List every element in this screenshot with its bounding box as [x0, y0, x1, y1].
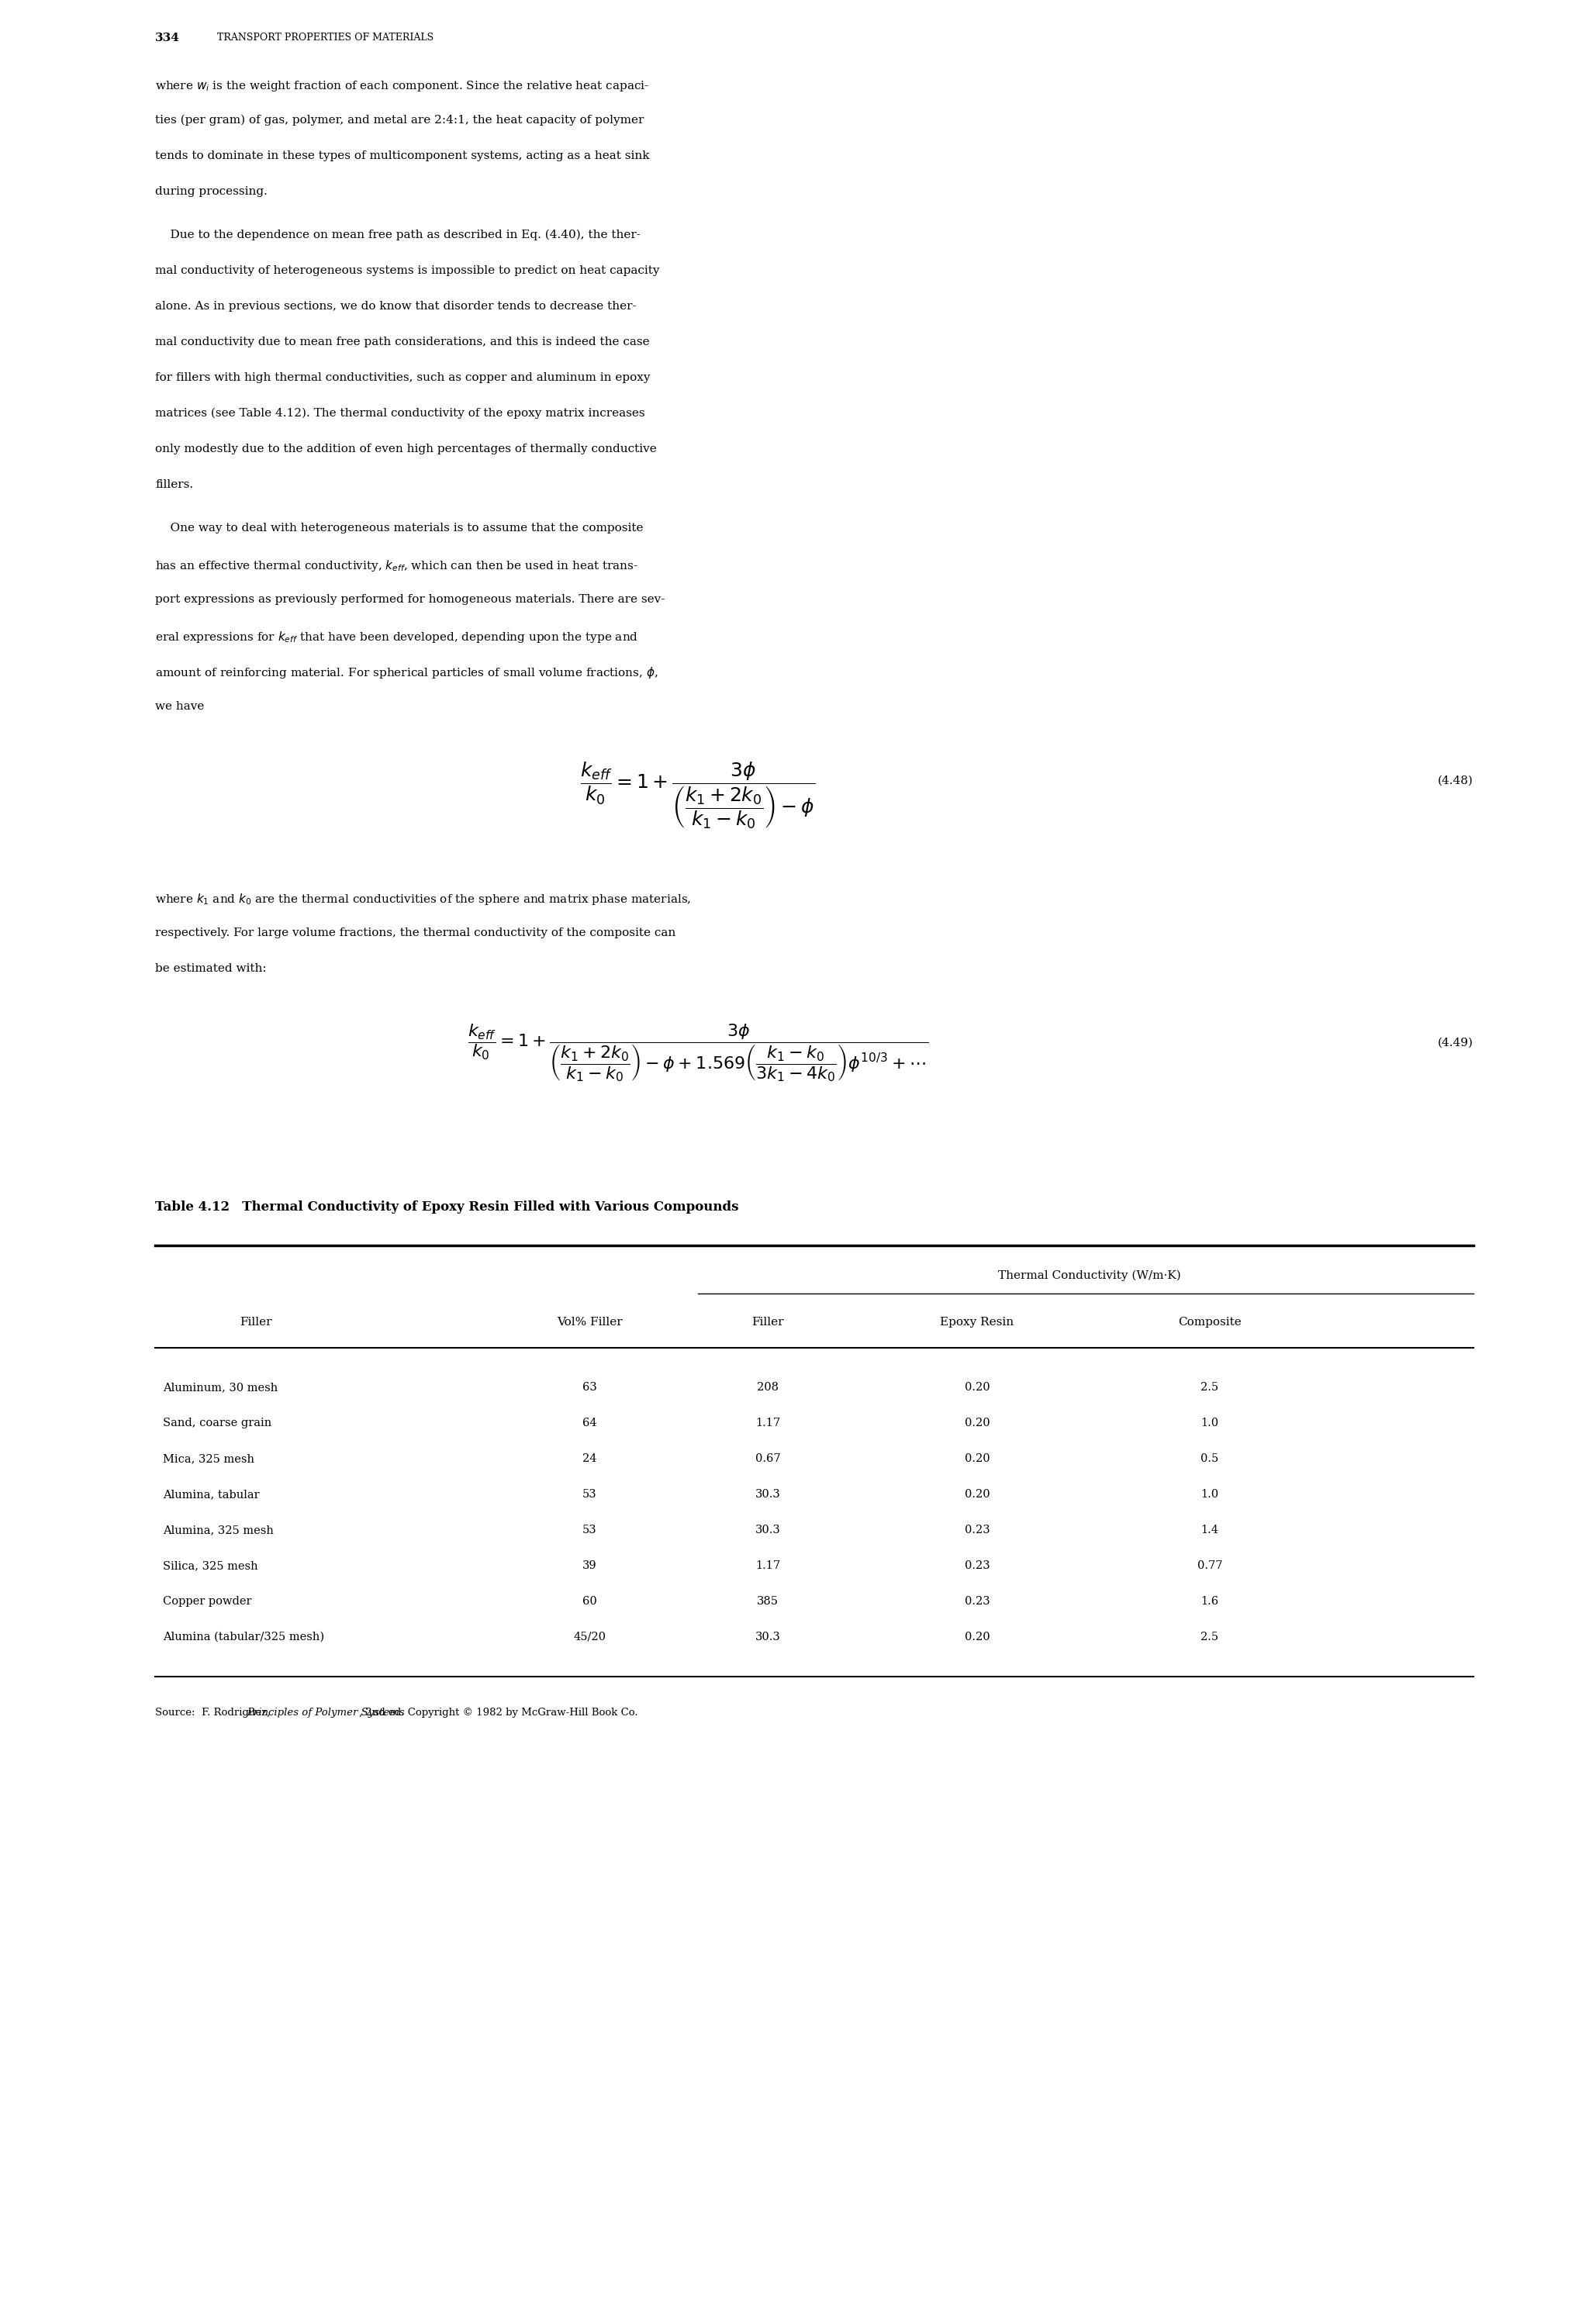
Text: 60: 60	[583, 1596, 597, 1608]
Text: 0.20: 0.20	[964, 1488, 990, 1500]
Text: $\dfrac{k_{eff}}{k_0} = 1 + \dfrac{3\phi}{\left(\dfrac{k_1 + 2k_0}{k_1 - k_0}\ri: $\dfrac{k_{eff}}{k_0} = 1 + \dfrac{3\phi…	[468, 1022, 929, 1084]
Text: $\dfrac{k_{eff}}{k_0} = 1 + \dfrac{3\phi}{\left(\dfrac{k_1 + 2k_0}{k_1 - k_0}\ri: $\dfrac{k_{eff}}{k_0} = 1 + \dfrac{3\phi…	[581, 760, 816, 832]
Text: matrices (see Table 4.12). The thermal conductivity of the epoxy matrix increase: matrices (see Table 4.12). The thermal c…	[155, 409, 645, 418]
Text: Source:  F. Rodriguez,: Source: F. Rodriguez,	[155, 1707, 273, 1718]
Text: Sand, coarse grain: Sand, coarse grain	[163, 1417, 271, 1429]
Text: tends to dominate in these types of multicomponent systems, acting as a heat sin: tends to dominate in these types of mult…	[155, 149, 650, 161]
Text: Thermal Conductivity of Epoxy Resin Filled with Various Compounds: Thermal Conductivity of Epoxy Resin Fill…	[228, 1201, 739, 1213]
Text: 0.23: 0.23	[964, 1596, 990, 1608]
Text: One way to deal with heterogeneous materials is to assume that the composite: One way to deal with heterogeneous mater…	[155, 524, 643, 533]
Text: respectively. For large volume fractions, the thermal conductivity of the compos: respectively. For large volume fractions…	[155, 928, 675, 939]
Text: 1.6: 1.6	[1200, 1596, 1219, 1608]
Text: alone. As in previous sections, we do know that disorder tends to decrease ther-: alone. As in previous sections, we do kn…	[155, 301, 637, 312]
Text: 0.23: 0.23	[964, 1525, 990, 1534]
Text: Thermal Conductivity (W/m·K): Thermal Conductivity (W/m·K)	[998, 1270, 1181, 1282]
Text: 0.5: 0.5	[1200, 1454, 1219, 1463]
Text: 1.0: 1.0	[1200, 1488, 1219, 1500]
Text: mal conductivity of heterogeneous systems is impossible to predict on heat capac: mal conductivity of heterogeneous system…	[155, 264, 659, 276]
Text: Aluminum, 30 mesh: Aluminum, 30 mesh	[163, 1383, 278, 1392]
Text: 30.3: 30.3	[755, 1631, 780, 1642]
Text: amount of reinforcing material. For spherical particles of small volume fraction: amount of reinforcing material. For sphe…	[155, 666, 658, 680]
Text: Composite: Composite	[1178, 1316, 1242, 1328]
Text: 0.20: 0.20	[964, 1454, 990, 1463]
Text: 1.17: 1.17	[755, 1560, 780, 1571]
Text: has an effective thermal conductivity, $k_{eff}$, which can then be used in heat: has an effective thermal conductivity, $…	[155, 558, 638, 572]
Text: Epoxy Resin: Epoxy Resin	[940, 1316, 1013, 1328]
Text: during processing.: during processing.	[155, 186, 268, 198]
Text: 30.3: 30.3	[755, 1488, 780, 1500]
Text: mal conductivity due to mean free path considerations, and this is indeed the ca: mal conductivity due to mean free path c…	[155, 338, 650, 347]
Text: Alumina, tabular: Alumina, tabular	[163, 1488, 260, 1500]
Text: port expressions as previously performed for homogeneous materials. There are se: port expressions as previously performed…	[155, 595, 666, 604]
Text: Vol% Filler: Vol% Filler	[557, 1316, 622, 1328]
Text: 24: 24	[583, 1454, 597, 1463]
Text: 334: 334	[155, 32, 180, 44]
Text: TRANSPORT PROPERTIES OF MATERIALS: TRANSPORT PROPERTIES OF MATERIALS	[217, 32, 434, 44]
Text: Principles of Polymer Systems: Principles of Polymer Systems	[247, 1707, 405, 1718]
Text: Filler: Filler	[752, 1316, 784, 1328]
Text: Due to the dependence on mean free path as described in Eq. (4.40), the ther-: Due to the dependence on mean free path …	[155, 230, 640, 241]
Text: 53: 53	[583, 1488, 597, 1500]
Text: 2.5: 2.5	[1200, 1383, 1219, 1392]
Text: (4.48): (4.48)	[1438, 776, 1473, 786]
Text: for fillers with high thermal conductivities, such as copper and aluminum in epo: for fillers with high thermal conductivi…	[155, 372, 650, 384]
Text: 64: 64	[583, 1417, 597, 1429]
Text: where $k_1$ and $k_0$ are the thermal conductivities of the sphere and matrix ph: where $k_1$ and $k_0$ are the thermal co…	[155, 891, 691, 907]
Text: 45/20: 45/20	[573, 1631, 605, 1642]
Text: 53: 53	[583, 1525, 597, 1534]
Text: 0.67: 0.67	[755, 1454, 780, 1463]
Text: 0.20: 0.20	[964, 1417, 990, 1429]
Text: 30.3: 30.3	[755, 1525, 780, 1534]
Text: 39: 39	[583, 1560, 597, 1571]
Text: 63: 63	[583, 1383, 597, 1392]
Text: only modestly due to the addition of even high percentages of thermally conducti: only modestly due to the addition of eve…	[155, 443, 656, 455]
Text: 1.0: 1.0	[1200, 1417, 1219, 1429]
Text: Alumina (tabular/325 mesh): Alumina (tabular/325 mesh)	[163, 1631, 324, 1642]
Text: 0.20: 0.20	[964, 1383, 990, 1392]
Text: Silica, 325 mesh: Silica, 325 mesh	[163, 1560, 259, 1571]
Text: , 2nd ed. Copyright © 1982 by McGraw-Hill Book Co.: , 2nd ed. Copyright © 1982 by McGraw-Hil…	[359, 1707, 638, 1718]
Text: 208: 208	[757, 1383, 779, 1392]
Text: 1.17: 1.17	[755, 1417, 780, 1429]
Text: 0.23: 0.23	[964, 1560, 990, 1571]
Text: 2.5: 2.5	[1200, 1631, 1219, 1642]
Text: 0.20: 0.20	[964, 1631, 990, 1642]
Text: Mica, 325 mesh: Mica, 325 mesh	[163, 1454, 254, 1463]
Text: 385: 385	[757, 1596, 779, 1608]
Text: 1.4: 1.4	[1200, 1525, 1219, 1534]
Text: be estimated with:: be estimated with:	[155, 962, 267, 974]
Text: Filler: Filler	[239, 1316, 271, 1328]
Text: fillers.: fillers.	[155, 480, 193, 489]
Text: we have: we have	[155, 701, 204, 712]
Text: Alumina, 325 mesh: Alumina, 325 mesh	[163, 1525, 273, 1534]
Text: Copper powder: Copper powder	[163, 1596, 252, 1608]
Text: 0.77: 0.77	[1197, 1560, 1223, 1571]
Text: Table 4.12: Table 4.12	[155, 1201, 230, 1213]
Text: ties (per gram) of gas, polymer, and metal are 2:4:1, the heat capacity of polym: ties (per gram) of gas, polymer, and met…	[155, 115, 643, 126]
Text: where $w_i$ is the weight fraction of each component. Since the relative heat ca: where $w_i$ is the weight fraction of ea…	[155, 78, 650, 94]
Text: eral expressions for $k_{eff}$ that have been developed, depending upon the type: eral expressions for $k_{eff}$ that have…	[155, 629, 638, 645]
Text: (4.49): (4.49)	[1438, 1038, 1473, 1047]
